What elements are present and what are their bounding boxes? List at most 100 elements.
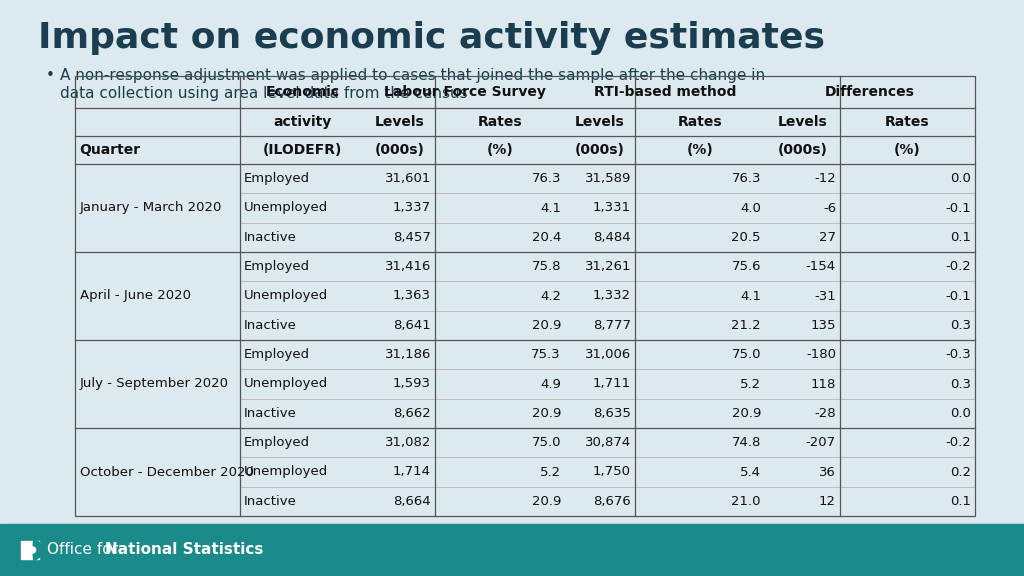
Text: 1,332: 1,332 [593, 290, 631, 302]
Text: 31,416: 31,416 [385, 260, 431, 273]
Text: 75.8: 75.8 [531, 260, 561, 273]
Text: 4.2: 4.2 [540, 290, 561, 302]
Text: 74.8: 74.8 [731, 436, 761, 449]
Text: Rates: Rates [477, 115, 522, 129]
Text: 31,082: 31,082 [385, 436, 431, 449]
Text: 8,484: 8,484 [593, 231, 631, 244]
Text: (ILODEFR): (ILODEFR) [263, 143, 342, 157]
Text: 5.4: 5.4 [740, 465, 761, 479]
Text: 75.0: 75.0 [531, 436, 561, 449]
Text: 0.0: 0.0 [950, 407, 971, 420]
Text: -180: -180 [806, 348, 836, 361]
Text: 8,635: 8,635 [593, 407, 631, 420]
Text: Unemployed: Unemployed [244, 377, 329, 391]
Text: 1,750: 1,750 [593, 465, 631, 479]
Text: 4.1: 4.1 [740, 290, 761, 302]
Text: 1,714: 1,714 [393, 465, 431, 479]
Text: Employed: Employed [244, 172, 310, 185]
Text: Levels: Levels [777, 115, 827, 129]
Text: Rates: Rates [885, 115, 930, 129]
Bar [22, 541, 39, 559]
Text: 8,664: 8,664 [393, 495, 431, 508]
Text: Inactive: Inactive [244, 319, 297, 332]
Text: 8,777: 8,777 [593, 319, 631, 332]
Text: 5.2: 5.2 [540, 465, 561, 479]
Text: -28: -28 [814, 407, 836, 420]
Text: Levels: Levels [575, 115, 625, 129]
Text: 12: 12 [819, 495, 836, 508]
Text: 76.3: 76.3 [731, 172, 761, 185]
Text: 118: 118 [811, 377, 836, 391]
Bar [75, 76, 975, 516]
Text: Unemployed: Unemployed [244, 465, 329, 479]
Text: 20.9: 20.9 [531, 495, 561, 508]
Text: 1,593: 1,593 [393, 377, 431, 391]
Text: 20.9: 20.9 [531, 319, 561, 332]
Text: Inactive: Inactive [244, 407, 297, 420]
Text: 30,874: 30,874 [585, 436, 631, 449]
Text: 0.1: 0.1 [950, 231, 971, 244]
Text: 27: 27 [819, 231, 836, 244]
Text: 5.2: 5.2 [740, 377, 761, 391]
Text: A non-response adjustment was applied to cases that joined the sample after the : A non-response adjustment was applied to… [60, 68, 765, 83]
Text: 36: 36 [819, 465, 836, 479]
Text: •: • [46, 68, 55, 83]
Text: (000s): (000s) [777, 143, 827, 157]
Text: (000s): (000s) [375, 143, 425, 157]
Text: -6: -6 [823, 202, 836, 214]
Text: 0.3: 0.3 [950, 377, 971, 391]
Text: -207: -207 [806, 436, 836, 449]
Text: Employed: Employed [244, 436, 310, 449]
Text: 8,641: 8,641 [393, 319, 431, 332]
Text: (%): (%) [687, 143, 714, 157]
Text: (%): (%) [894, 143, 921, 157]
Text: 21.2: 21.2 [731, 319, 761, 332]
Text: Levels: Levels [375, 115, 425, 129]
Text: 4.1: 4.1 [540, 202, 561, 214]
Text: 20.5: 20.5 [731, 231, 761, 244]
Text: 0.1: 0.1 [950, 495, 971, 508]
Text: -0.2: -0.2 [945, 436, 971, 449]
Text: April - June 2020: April - June 2020 [80, 290, 191, 302]
Text: -154: -154 [806, 260, 836, 273]
Bar [0, 524, 1024, 576]
Text: 135: 135 [811, 319, 836, 332]
Text: 75.3: 75.3 [531, 348, 561, 361]
Text: 0.0: 0.0 [950, 172, 971, 185]
Text: (000s): (000s) [575, 143, 625, 157]
Text: -0.2: -0.2 [945, 260, 971, 273]
Text: National Statistics: National Statistics [105, 543, 263, 558]
Text: -0.1: -0.1 [945, 202, 971, 214]
Text: -12: -12 [814, 172, 836, 185]
Text: 21.0: 21.0 [731, 495, 761, 508]
Text: Unemployed: Unemployed [244, 290, 329, 302]
Text: 0.2: 0.2 [950, 465, 971, 479]
Text: 20.9: 20.9 [531, 407, 561, 420]
Text: Employed: Employed [244, 260, 310, 273]
Text: 31,186: 31,186 [385, 348, 431, 361]
Text: 31,589: 31,589 [585, 172, 631, 185]
Text: 20.9: 20.9 [731, 407, 761, 420]
Text: 8,676: 8,676 [593, 495, 631, 508]
Text: Office for: Office for [47, 543, 123, 558]
Text: Economic: Economic [265, 85, 340, 99]
Text: 1,711: 1,711 [593, 377, 631, 391]
Text: 8,662: 8,662 [393, 407, 431, 420]
Text: (%): (%) [486, 143, 513, 157]
Text: 0.3: 0.3 [950, 319, 971, 332]
Text: Differences: Differences [825, 85, 914, 99]
Text: activity: activity [273, 115, 332, 129]
Text: Impact on economic activity estimates: Impact on economic activity estimates [38, 21, 825, 55]
Text: Inactive: Inactive [244, 231, 297, 244]
Text: Labour Force Survey: Labour Force Survey [384, 85, 546, 99]
Text: Quarter: Quarter [79, 143, 140, 157]
Text: Unemployed: Unemployed [244, 202, 329, 214]
Text: 20.4: 20.4 [531, 231, 561, 244]
Text: July - September 2020: July - September 2020 [80, 377, 229, 391]
Text: RTI-based method: RTI-based method [594, 85, 736, 99]
Text: Rates: Rates [678, 115, 722, 129]
Text: 75.6: 75.6 [731, 260, 761, 273]
Text: 31,261: 31,261 [585, 260, 631, 273]
Text: 1,363: 1,363 [393, 290, 431, 302]
Text: Inactive: Inactive [244, 495, 297, 508]
